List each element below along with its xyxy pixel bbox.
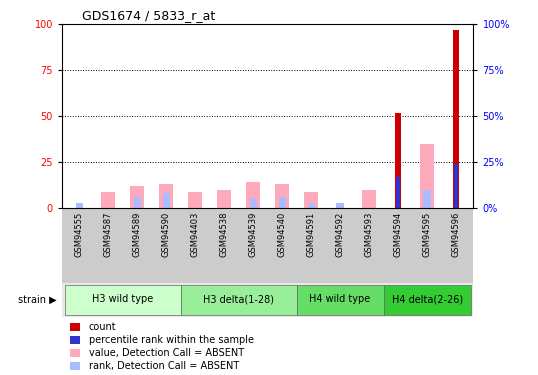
Bar bbox=[133, 197, 141, 208]
Bar bbox=[453, 30, 459, 208]
Bar bbox=[188, 192, 202, 208]
Text: GSM94555: GSM94555 bbox=[75, 212, 84, 257]
Bar bbox=[130, 186, 145, 208]
Text: GSM94590: GSM94590 bbox=[162, 212, 171, 257]
Bar bbox=[308, 202, 315, 208]
Text: GSM94594: GSM94594 bbox=[394, 212, 402, 257]
Bar bbox=[246, 182, 260, 208]
Bar bbox=[217, 190, 231, 208]
Text: GSM94591: GSM94591 bbox=[307, 212, 316, 257]
Text: strain ▶: strain ▶ bbox=[18, 295, 56, 305]
Bar bbox=[454, 164, 458, 208]
Bar bbox=[76, 202, 83, 208]
Bar bbox=[275, 184, 289, 208]
Bar bbox=[159, 184, 173, 208]
Text: value, Detection Call = ABSENT: value, Detection Call = ABSENT bbox=[89, 348, 244, 358]
Bar bbox=[336, 204, 344, 208]
Text: GSM94589: GSM94589 bbox=[133, 212, 141, 257]
Text: H4 wild type: H4 wild type bbox=[309, 294, 371, 304]
Bar bbox=[304, 192, 318, 208]
Text: H3 wild type: H3 wild type bbox=[92, 294, 153, 304]
FancyBboxPatch shape bbox=[384, 285, 471, 315]
Bar bbox=[397, 177, 400, 208]
Text: H4 delta(2-26): H4 delta(2-26) bbox=[392, 294, 463, 304]
Text: GSM94403: GSM94403 bbox=[190, 212, 200, 257]
Text: GSM94538: GSM94538 bbox=[220, 212, 229, 257]
Text: GSM94596: GSM94596 bbox=[451, 212, 461, 257]
FancyBboxPatch shape bbox=[181, 285, 296, 315]
FancyBboxPatch shape bbox=[65, 285, 181, 315]
Bar bbox=[70, 336, 80, 344]
Bar bbox=[362, 190, 377, 208]
Text: rank, Detection Call = ABSENT: rank, Detection Call = ABSENT bbox=[89, 361, 239, 371]
Bar bbox=[336, 202, 344, 208]
Text: GSM94587: GSM94587 bbox=[104, 212, 113, 257]
Text: GSM94540: GSM94540 bbox=[278, 212, 287, 257]
Bar bbox=[250, 199, 257, 208]
Bar bbox=[395, 112, 401, 208]
Bar bbox=[279, 197, 286, 208]
Bar bbox=[162, 194, 170, 208]
Bar bbox=[423, 190, 431, 208]
Bar bbox=[101, 192, 116, 208]
Text: percentile rank within the sample: percentile rank within the sample bbox=[89, 335, 253, 345]
Text: GSM94593: GSM94593 bbox=[365, 212, 373, 257]
Text: count: count bbox=[89, 322, 116, 332]
Bar bbox=[70, 349, 80, 357]
FancyBboxPatch shape bbox=[296, 285, 384, 315]
Text: GSM94595: GSM94595 bbox=[422, 212, 431, 257]
Text: GSM94592: GSM94592 bbox=[336, 212, 345, 257]
Text: H3 delta(1-28): H3 delta(1-28) bbox=[203, 294, 274, 304]
Bar bbox=[70, 323, 80, 332]
Text: GSM94539: GSM94539 bbox=[249, 212, 258, 257]
Bar bbox=[420, 144, 434, 208]
Bar bbox=[70, 362, 80, 370]
Text: GDS1674 / 5833_r_at: GDS1674 / 5833_r_at bbox=[82, 9, 216, 22]
